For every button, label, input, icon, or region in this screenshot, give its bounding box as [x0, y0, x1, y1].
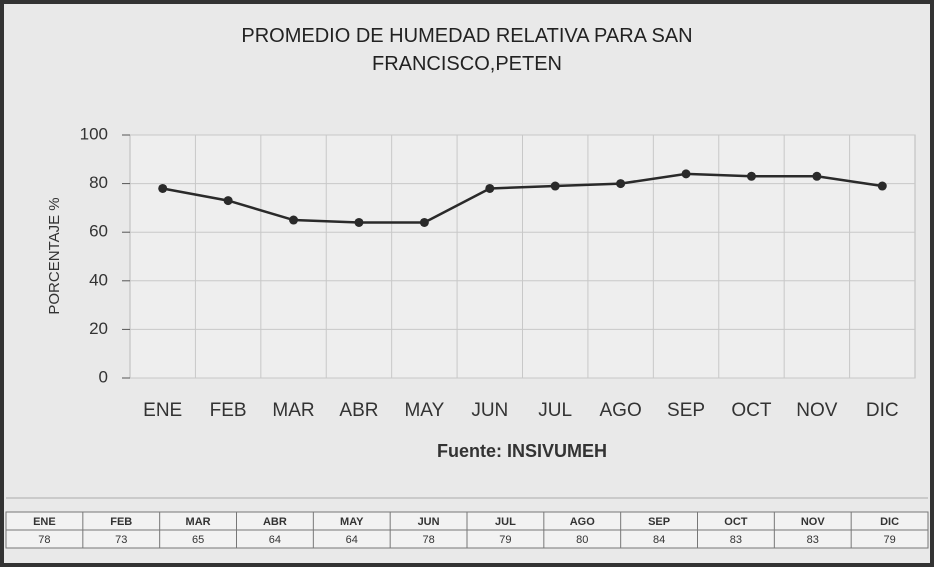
table-header-cell: FEB [110, 516, 132, 528]
y-tick-label: 40 [89, 270, 108, 289]
table-header-cell: ENE [33, 516, 56, 528]
table-value-cell: 65 [192, 534, 204, 546]
table-value-cell: 73 [115, 534, 127, 546]
y-tick-label: 100 [80, 124, 108, 143]
x-tick-label: MAY [404, 400, 444, 421]
x-tick-label: JUL [538, 400, 572, 421]
y-tick-label: 20 [89, 319, 108, 338]
table-header-cell: MAY [340, 516, 364, 528]
chart-title: PROMEDIO DE HUMEDAD RELATIVA PARA SAN FR… [241, 25, 693, 75]
table-value-cell: 78 [422, 534, 434, 546]
table-header-cell: MAR [186, 516, 211, 528]
y-tick-label: 80 [89, 173, 108, 192]
table-header-cell: NOV [801, 516, 826, 528]
table-header-cell: AGO [570, 516, 596, 528]
x-tick-label: ENE [143, 400, 182, 421]
data-point [812, 171, 822, 181]
table-value-cell: 79 [883, 534, 895, 546]
x-tick-label: DIC [866, 400, 899, 421]
table-value-cell: 80 [576, 534, 588, 546]
table-header-cell: DIC [880, 516, 899, 528]
y-axis-label: PORCENTAJE % [46, 197, 63, 314]
table-header-cell: SEP [648, 516, 670, 528]
table-value-cell: 78 [38, 534, 50, 546]
y-tick-label: 60 [89, 222, 108, 241]
data-point [354, 217, 364, 227]
x-tick-label: OCT [731, 400, 772, 421]
table-header-cell: OCT [724, 516, 748, 528]
table-header-cell: ABR [263, 516, 287, 528]
x-tick-label: JUN [471, 400, 508, 421]
data-point [419, 217, 429, 227]
data-point [223, 196, 233, 206]
x-tick-label: SEP [667, 400, 705, 421]
data-point [877, 181, 887, 191]
table-value-cell: 83 [807, 534, 819, 546]
table-header-cell: JUN [418, 516, 440, 528]
source-label: Fuente: INSIVUMEH [437, 441, 607, 461]
x-tick-label: ABR [339, 400, 378, 421]
data-point [746, 171, 756, 181]
table-value-cell: 84 [653, 534, 665, 546]
x-tick-label: FEB [210, 400, 247, 421]
data-point [681, 169, 691, 179]
table-value-cell: 79 [499, 534, 511, 546]
data-point [550, 181, 560, 191]
table-value-cell: 83 [730, 534, 742, 546]
data-point [289, 215, 299, 225]
data-point [158, 183, 168, 193]
y-tick-label: 0 [99, 367, 108, 386]
table-value-cell: 64 [269, 534, 281, 546]
table-header-cell: JUL [495, 516, 516, 528]
data-point [616, 179, 626, 189]
data-point [485, 183, 495, 193]
x-tick-label: MAR [272, 400, 314, 421]
x-tick-label: NOV [796, 400, 838, 421]
data-line [162, 172, 883, 224]
x-tick-label: AGO [600, 400, 642, 421]
table-value-cell: 64 [346, 534, 358, 546]
